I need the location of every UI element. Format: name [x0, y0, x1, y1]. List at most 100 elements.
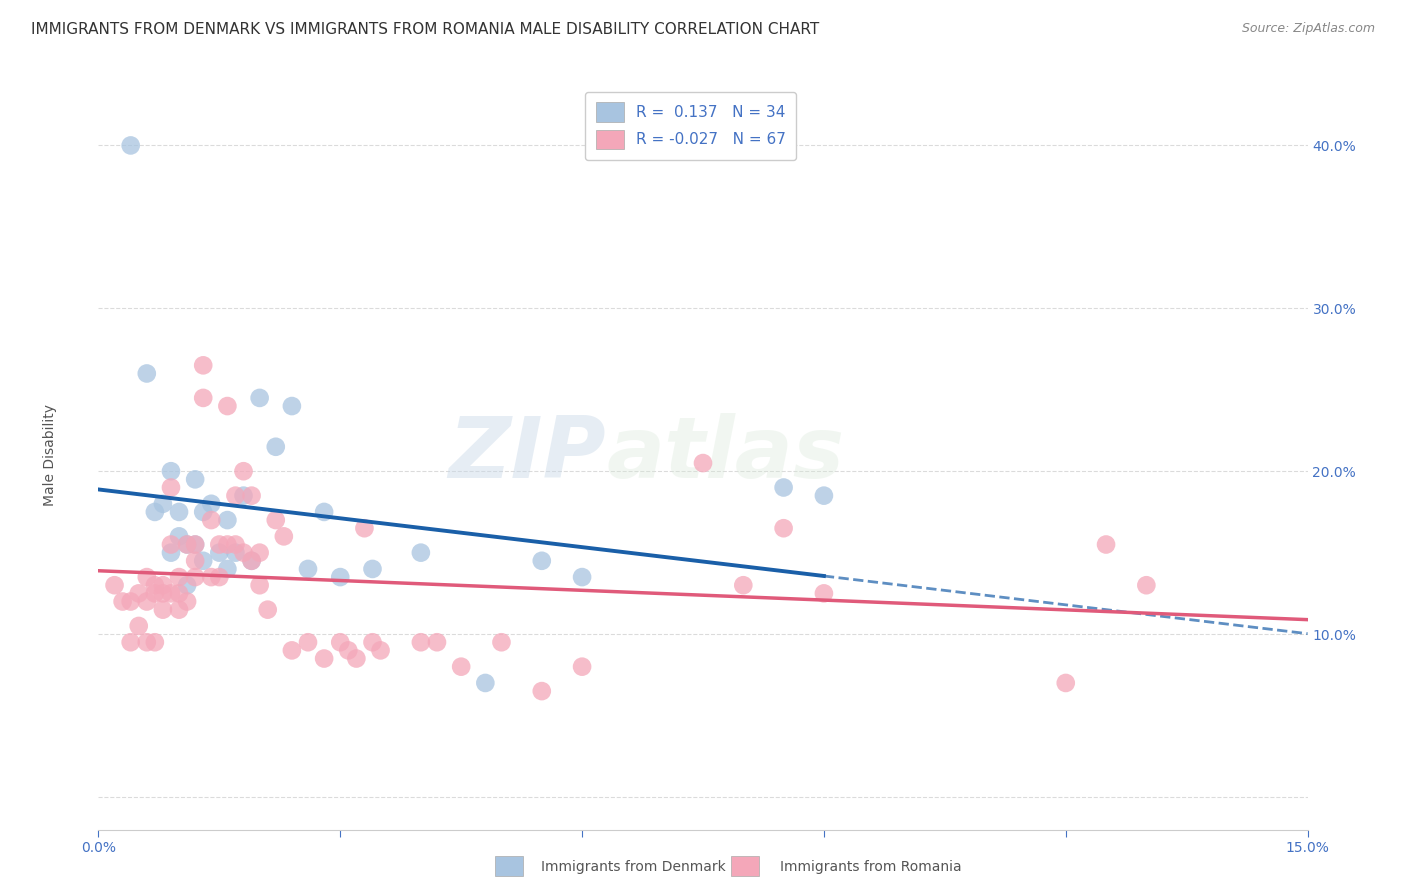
Point — [329, 570, 352, 584]
Point — [772, 521, 794, 535]
Point — [281, 643, 304, 657]
Point — [176, 594, 198, 608]
Point — [111, 594, 134, 608]
Point — [160, 546, 183, 560]
Point — [143, 578, 166, 592]
Point — [176, 537, 198, 551]
Point — [249, 546, 271, 560]
Point — [240, 554, 263, 568]
Point — [361, 562, 384, 576]
Point — [184, 537, 207, 551]
Point — [772, 481, 794, 495]
Point — [160, 537, 183, 551]
Point — [167, 602, 190, 616]
Point — [249, 391, 271, 405]
Text: Immigrants from Romania: Immigrants from Romania — [780, 860, 962, 874]
Point — [264, 513, 287, 527]
Point — [184, 472, 207, 486]
Point — [281, 399, 304, 413]
Point — [224, 537, 246, 551]
Point — [176, 537, 198, 551]
Point — [249, 578, 271, 592]
Point — [128, 586, 150, 600]
Point — [530, 554, 553, 568]
Point — [160, 586, 183, 600]
Point — [733, 578, 755, 592]
Point — [273, 529, 295, 543]
Point — [426, 635, 449, 649]
Point — [264, 440, 287, 454]
Point — [240, 554, 263, 568]
Point — [167, 570, 190, 584]
Point — [344, 651, 367, 665]
Point — [692, 456, 714, 470]
Text: atlas: atlas — [606, 413, 845, 497]
Point — [297, 635, 319, 649]
Point — [571, 570, 593, 584]
Point — [167, 529, 190, 543]
Point — [135, 570, 157, 584]
Point — [120, 594, 142, 608]
Point — [128, 619, 150, 633]
Text: IMMIGRANTS FROM DENMARK VS IMMIGRANTS FROM ROMANIA MALE DISABILITY CORRELATION C: IMMIGRANTS FROM DENMARK VS IMMIGRANTS FR… — [31, 22, 820, 37]
Point — [217, 513, 239, 527]
Point — [184, 537, 207, 551]
Point — [200, 570, 222, 584]
Point — [152, 602, 174, 616]
Point — [120, 138, 142, 153]
Point — [224, 546, 246, 560]
Text: Male Disability: Male Disability — [44, 404, 58, 506]
Point — [193, 359, 215, 373]
Point — [409, 635, 432, 649]
Point — [232, 464, 254, 478]
Point — [193, 554, 215, 568]
Point — [184, 554, 207, 568]
Point — [208, 546, 231, 560]
Point — [1095, 537, 1118, 551]
Text: Immigrants from Denmark: Immigrants from Denmark — [541, 860, 725, 874]
Point — [361, 635, 384, 649]
Point — [152, 497, 174, 511]
Point — [256, 602, 278, 616]
Point — [450, 659, 472, 673]
Point — [1054, 676, 1077, 690]
Point — [240, 489, 263, 503]
Point — [167, 586, 190, 600]
Point — [135, 635, 157, 649]
Point — [152, 586, 174, 600]
Point — [409, 546, 432, 560]
Point — [200, 513, 222, 527]
Point — [232, 489, 254, 503]
Point — [143, 586, 166, 600]
Point — [314, 505, 336, 519]
Point — [813, 489, 835, 503]
Point — [217, 562, 239, 576]
Point — [217, 537, 239, 551]
Text: ZIP: ZIP — [449, 413, 606, 497]
Point — [160, 481, 183, 495]
Point — [217, 399, 239, 413]
Text: Source: ZipAtlas.com: Source: ZipAtlas.com — [1241, 22, 1375, 36]
Point — [370, 643, 392, 657]
Point — [135, 594, 157, 608]
Point — [193, 505, 215, 519]
Point — [103, 578, 125, 592]
Point — [232, 546, 254, 560]
Point — [120, 635, 142, 649]
Point — [1135, 578, 1157, 592]
Point — [571, 659, 593, 673]
Point — [160, 464, 183, 478]
Point — [353, 521, 375, 535]
Point — [208, 537, 231, 551]
Point — [184, 570, 207, 584]
Point — [474, 676, 496, 690]
Point — [314, 651, 336, 665]
Point — [193, 391, 215, 405]
Point — [337, 643, 360, 657]
Point — [329, 635, 352, 649]
Point — [491, 635, 513, 649]
Point — [530, 684, 553, 698]
Point — [200, 497, 222, 511]
Point — [152, 578, 174, 592]
Point — [208, 570, 231, 584]
